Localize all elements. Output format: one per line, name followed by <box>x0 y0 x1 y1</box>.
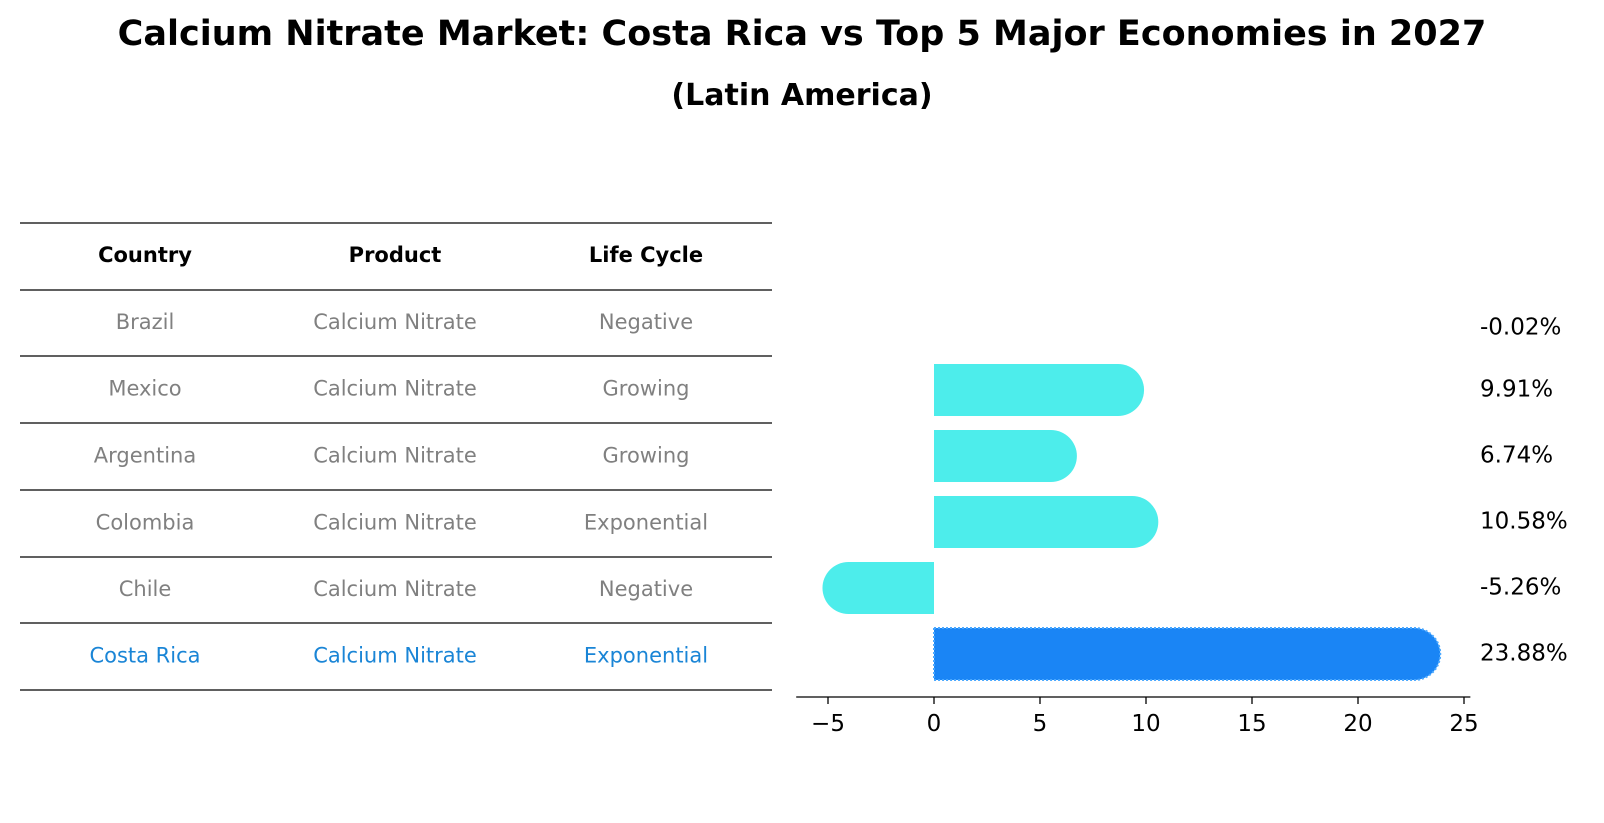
data-table: Country Product Life Cycle Brazil Calcium Ni… <box>20 222 772 691</box>
x-tick-label: 25 <box>1449 711 1478 737</box>
table-cell: Colombia <box>96 511 195 535</box>
data-label: 9.91% <box>1480 377 1553 403</box>
x-tick-label: 15 <box>1237 711 1266 737</box>
x-tick-label: 20 <box>1343 711 1372 737</box>
table-cell: Calcium Nitrate <box>313 377 477 401</box>
table-header-cell: Life Cycle <box>589 243 703 267</box>
data-label: -5.26% <box>1480 575 1561 601</box>
table-cell: Exponential <box>584 644 708 668</box>
x-tick-label: 5 <box>1033 711 1048 737</box>
table-cell: Growing <box>603 444 690 468</box>
bar-chile <box>822 562 934 614</box>
table-cell: Argentina <box>94 444 196 468</box>
data-label: 23.88% <box>1480 641 1568 667</box>
data-label: 10.58% <box>1480 509 1568 535</box>
data-label: 6.74% <box>1480 443 1553 469</box>
x-tick-label: −5 <box>811 711 845 737</box>
table-cell: Calcium Nitrate <box>313 511 477 535</box>
data-label: -0.02% <box>1480 315 1561 341</box>
x-tick-label: 10 <box>1131 711 1160 737</box>
table-cell: Brazil <box>116 310 175 334</box>
table-cell: Negative <box>599 310 693 334</box>
table-cell: Chile <box>119 577 172 601</box>
table-header-cell: Product <box>349 243 442 267</box>
chart-title: Calcium Nitrate Market: Costa Rica vs To… <box>117 14 1487 54</box>
x-tick-label: 0 <box>927 711 942 737</box>
table-cell: Growing <box>603 377 690 401</box>
table-cell: Calcium Nitrate <box>313 444 477 468</box>
table-cell: Negative <box>599 577 693 601</box>
bar-argentina <box>934 430 1077 482</box>
table-cell: Calcium Nitrate <box>313 310 477 334</box>
bar-highlight-costa-rica <box>933 627 1442 681</box>
table-cell: Costa Rica <box>89 644 200 668</box>
table-cell: Mexico <box>108 377 181 401</box>
chart-subtitle: (Latin America) <box>671 78 933 113</box>
data-labels: -0.02% 9.91% 6.74% 10.58% -5.26% 23.88% <box>1480 315 1568 667</box>
bar-colombia <box>934 496 1159 548</box>
table-cell: Calcium Nitrate <box>313 577 477 601</box>
bar-mexico <box>934 364 1145 416</box>
x-axis: −5 0 5 10 15 20 25 <box>796 696 1479 737</box>
table-cell: Calcium Nitrate <box>313 644 477 668</box>
table-header-cell: Country <box>98 243 192 267</box>
bar-chart <box>822 364 1442 681</box>
table-cell: Exponential <box>584 511 708 535</box>
